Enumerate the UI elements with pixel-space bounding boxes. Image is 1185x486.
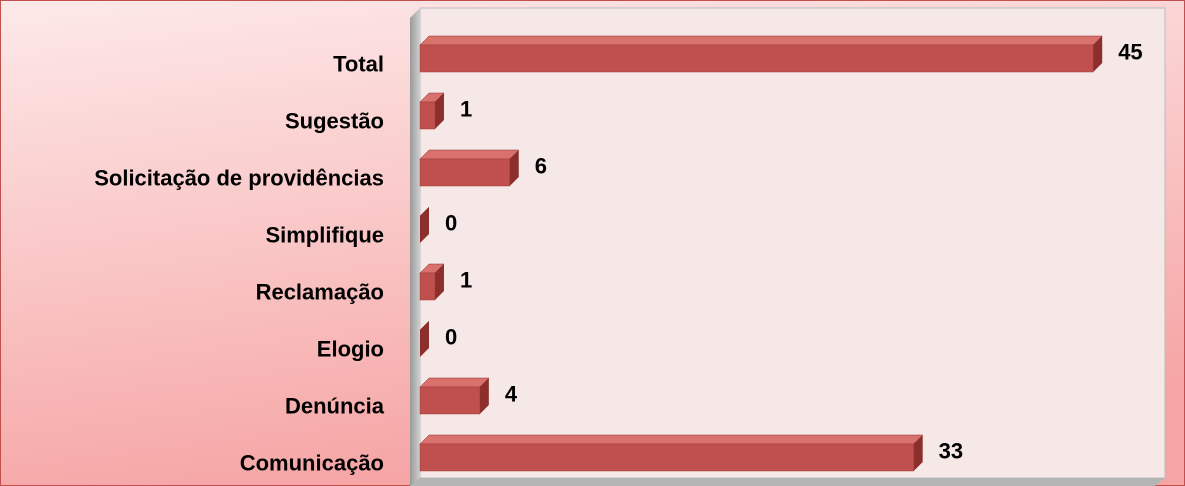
side-wall xyxy=(410,8,420,486)
bar-side xyxy=(509,150,519,186)
bar-top xyxy=(419,377,490,388)
bar-side xyxy=(420,321,429,357)
y-tick-label: Solicitação de providências xyxy=(94,165,384,190)
back-wall xyxy=(419,7,1166,479)
value-label: 45 xyxy=(1118,39,1142,64)
bar-side xyxy=(1093,36,1103,72)
bar-side xyxy=(420,207,429,243)
bar-top xyxy=(419,434,924,445)
y-tick-label: Comunicação xyxy=(240,450,384,475)
y-tick-label: Simplifique xyxy=(265,222,384,247)
y-tick-label: Sugestão xyxy=(285,108,384,133)
bar-top xyxy=(419,35,1103,46)
value-label: 6 xyxy=(535,153,547,178)
value-label: 1 xyxy=(460,267,472,292)
bar xyxy=(419,101,436,130)
bar xyxy=(419,443,914,472)
bar xyxy=(419,386,481,415)
value-label: 4 xyxy=(505,381,518,406)
floor xyxy=(410,478,1165,486)
value-label: 1 xyxy=(460,96,472,121)
value-label: 0 xyxy=(445,210,457,235)
bar-top xyxy=(419,149,520,160)
bar xyxy=(419,44,1094,73)
bar-side xyxy=(434,264,444,300)
value-label: 0 xyxy=(445,324,457,349)
bar xyxy=(419,272,436,301)
y-tick-label: Denúncia xyxy=(285,393,385,418)
bar-side xyxy=(913,435,923,471)
bar-side xyxy=(434,93,444,129)
y-tick-label: Reclamação xyxy=(256,279,384,304)
y-tick-label: Total xyxy=(333,51,384,76)
bar-side xyxy=(479,378,489,414)
value-label: 33 xyxy=(939,438,963,463)
y-tick-label: Elogio xyxy=(317,336,384,361)
bar xyxy=(419,158,511,187)
